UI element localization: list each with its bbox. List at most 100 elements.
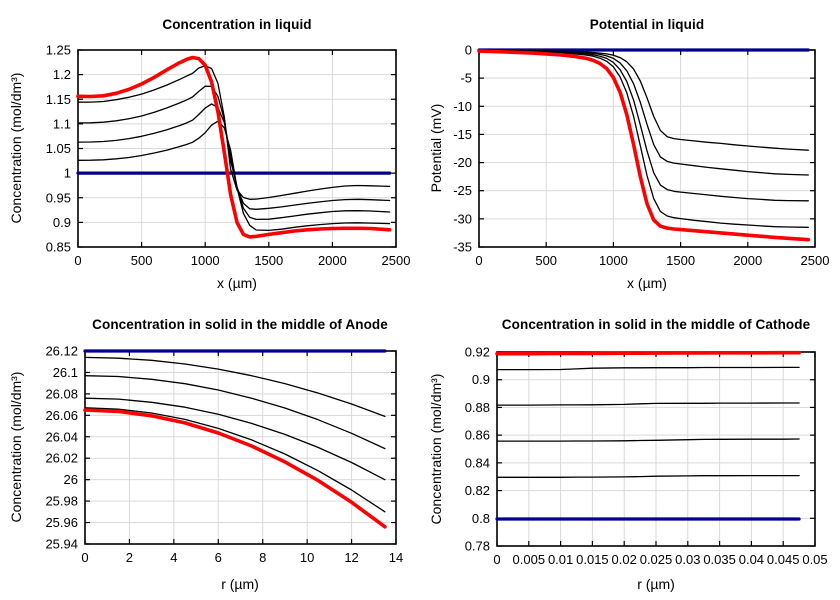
y-tick-label: -30 (453, 211, 472, 226)
chart-title: Concentration in solid in the middle of … (92, 317, 388, 332)
y-tick-label: 26.08 (45, 386, 78, 401)
series-t1 (84, 356, 386, 418)
y-tick-label: 0.85 (46, 240, 71, 255)
y-tick-label: 26.04 (45, 429, 78, 444)
x-axis-label: r (µm) (221, 576, 259, 592)
series-t1 (478, 49, 809, 151)
y-tick-label: -35 (453, 240, 472, 255)
y-tick-label: 25.94 (45, 537, 78, 552)
series-t4 (496, 366, 800, 371)
x-tick-label: 0 (475, 253, 482, 268)
y-tick-label: 0.78 (465, 539, 490, 554)
series-final (477, 49, 811, 242)
y-tick-label: 1.05 (46, 141, 71, 156)
x-tick-label: 0.05 (802, 552, 827, 567)
series-final (495, 350, 801, 356)
subplot-concentration-solid-anode: 0 2 4 6 8 10 12 14 25.94 25.96 25.98 26 26.02 26.04 26… (0, 300, 420, 600)
x-tick-label: 2000 (318, 253, 347, 268)
x-tick-label: 0.01 (548, 552, 573, 567)
x-tick-label: 0.005 (513, 552, 546, 567)
x-tick-label: 1000 (599, 253, 628, 268)
series-t4 (84, 407, 386, 513)
x-tick-label: 0.035 (703, 552, 736, 567)
y-axis-label: Concentration (mol/dm³) (8, 72, 24, 224)
x-tick-label: 14 (389, 550, 403, 565)
x-tick-label: 1500 (254, 253, 283, 268)
y-tick-label: 0.95 (46, 190, 71, 205)
x-tick-label: 0.045 (767, 552, 800, 567)
y-tick-label: -20 (453, 155, 472, 170)
y-tick-label: 25.96 (45, 515, 78, 530)
concentration-cathode-plot: 0 0.005 0.01 0.015 0.02 0.025 0.03 0.035 0.04 0.0… (465, 345, 828, 568)
x-tick-label: 0.015 (576, 552, 609, 567)
chart-title: Concentration in liquid (162, 17, 312, 32)
axes-border (77, 49, 397, 248)
y-tick-label: 1.25 (46, 43, 71, 58)
series-t1 (77, 120, 391, 232)
y-tick-label: 0.92 (465, 345, 490, 360)
x-tick-label: 10 (300, 550, 314, 565)
x-tick-label: 500 (535, 253, 557, 268)
y-tick-label: 26.02 (45, 451, 78, 466)
series-final (83, 408, 387, 529)
x-tick-label: 0.03 (675, 552, 700, 567)
y-tick-label: 0.88 (465, 400, 490, 415)
x-tick-label: 2500 (382, 253, 411, 268)
y-tick-label: -25 (453, 183, 472, 198)
x-tick-label: 1000 (191, 253, 220, 268)
y-tick-label: -15 (453, 127, 472, 142)
x-tick-label: 0 (493, 552, 500, 567)
y-axis-label: Concentration (mol/dm³) (8, 371, 24, 523)
subplot-potential-in-liquid: 0 500 1000 1500 2000 2500 0 -5 -10 -15 -20 -25 -30 -3… (420, 0, 840, 300)
x-tick-label: 500 (131, 253, 153, 268)
chart-title: Potential in liquid (589, 17, 705, 32)
chart-title: Concentration in solid in the middle of … (501, 317, 811, 332)
y-tick-label: 26.06 (45, 408, 78, 423)
concentration-liquid-plot: 0 500 1000 1500 2000 2500 0.85 0.9 0.95 1 1.05 1.1 1… (46, 43, 411, 269)
series-t3 (84, 397, 386, 481)
y-tick-label: 1.15 (46, 92, 71, 107)
x-tick-label: 2 (126, 550, 133, 565)
subplot-concentration-solid-cathode: 0 0.005 0.01 0.015 0.02 0.025 0.03 0.035 0.04 0.0… (420, 300, 840, 600)
y-tick-label: 0.8 (472, 511, 490, 526)
x-tick-label: 12 (344, 550, 358, 565)
y-tick-label: 25.98 (45, 494, 78, 509)
y-tick-label: 0.82 (465, 483, 490, 498)
series-t4 (478, 49, 809, 228)
y-tick-label: 0.84 (465, 455, 490, 470)
x-tick-label: 2000 (733, 253, 762, 268)
series-final (76, 55, 392, 239)
x-tick-label: 2500 (801, 253, 830, 268)
x-tick-label: 0.02 (612, 552, 637, 567)
y-tick-label: 1 (64, 166, 71, 181)
y-tick-label: 0.9 (53, 215, 71, 230)
series-t2 (478, 49, 809, 176)
y-tick-label: 26.12 (45, 344, 78, 359)
series-t3 (478, 49, 809, 202)
series-t3 (77, 85, 391, 210)
series-t2 (496, 438, 800, 442)
x-tick-label: 4 (170, 550, 177, 565)
concentration-anode-plot: 0 2 4 6 8 10 12 14 25.94 25.96 25.98 26 26.02 26.04 26… (45, 344, 403, 566)
x-tick-label: 8 (259, 550, 266, 565)
x-axis-label: x (µm) (627, 275, 667, 291)
series-t2 (84, 375, 386, 450)
x-tick-label: 1500 (666, 253, 695, 268)
potential-liquid-plot: 0 500 1000 1500 2000 2500 0 -5 -10 -15 -20 -25 -30 -3… (453, 43, 830, 269)
x-tick-label: 0 (81, 550, 88, 565)
y-tick-label: 1.1 (53, 116, 71, 131)
y-tick-label: -10 (453, 99, 472, 114)
y-tick-label: -5 (460, 71, 472, 86)
series-t1 (496, 474, 800, 478)
y-tick-label: 26 (64, 472, 78, 487)
x-tick-label: 6 (215, 550, 222, 565)
series-t3 (496, 402, 800, 406)
y-axis-label: Potential (mV) (428, 103, 444, 193)
y-axis-label: Concentration (mol/dm³) (428, 373, 444, 525)
subplot-concentration-in-liquid: 0 500 1000 1500 2000 2500 0.85 0.9 0.95 1 1.05 1.1 1… (0, 0, 420, 300)
y-tick-label: 0 (465, 43, 472, 58)
axes-border (84, 350, 397, 545)
series-t4 (77, 65, 391, 200)
y-tick-label: 0.9 (472, 372, 490, 387)
x-tick-label: 0.025 (640, 552, 673, 567)
